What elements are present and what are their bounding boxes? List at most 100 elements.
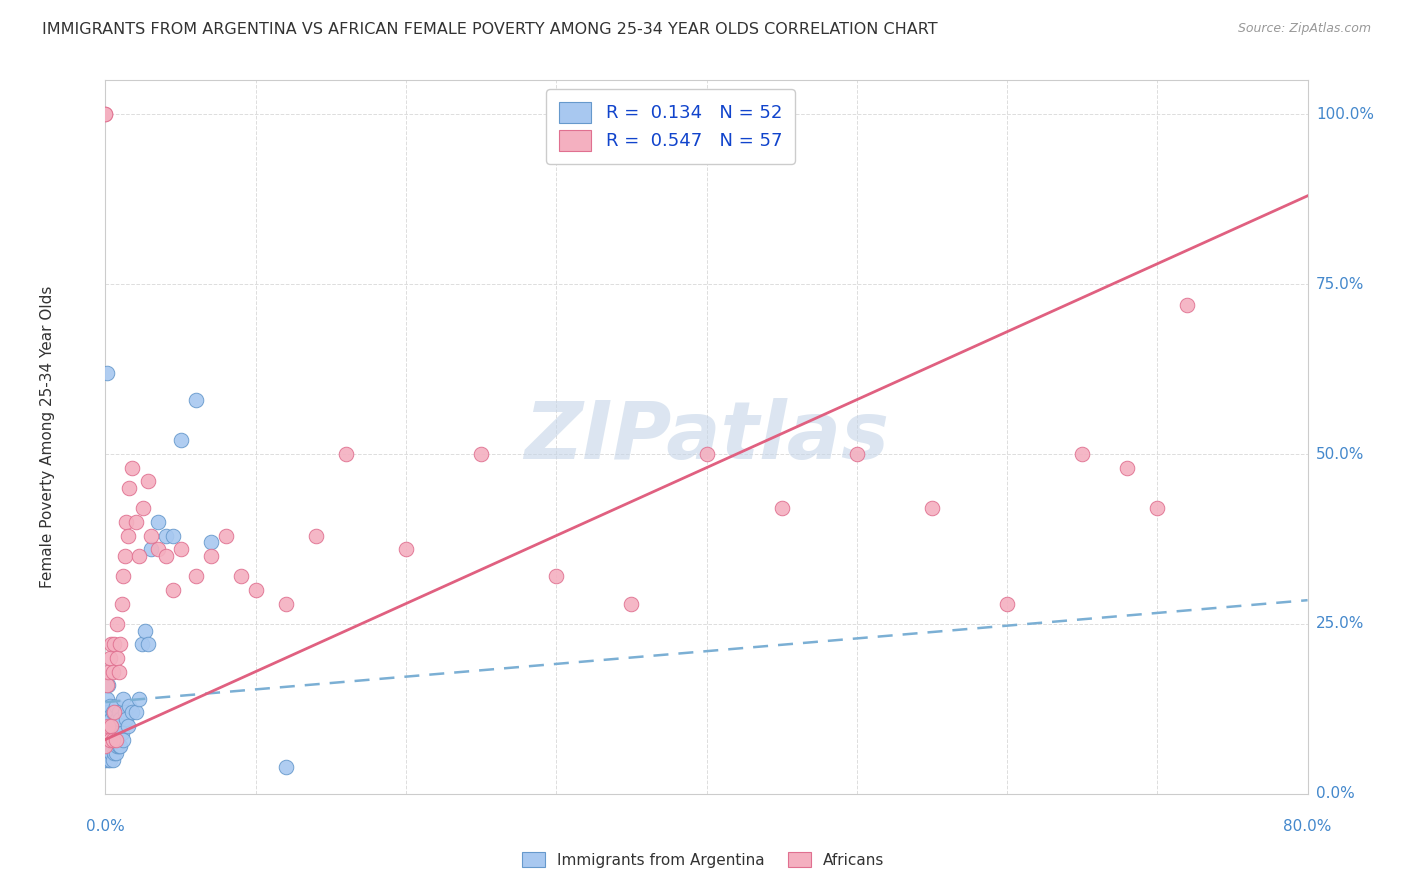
Point	[103, 725, 125, 739]
Point	[100, 637, 122, 651]
Point	[146, 542, 169, 557]
Point	[114, 549, 136, 563]
Point	[108, 665, 131, 679]
Point	[117, 528, 139, 542]
Point	[97, 706, 120, 720]
Point	[169, 542, 191, 557]
Point	[115, 515, 138, 529]
Point	[395, 542, 418, 557]
Point	[101, 706, 124, 720]
Point	[98, 651, 121, 665]
Point	[128, 549, 150, 563]
Text: IMMIGRANTS FROM ARGENTINA VS AFRICAN FEMALE POVERTY AMONG 25-34 YEAR OLDS CORREL: IMMIGRANTS FROM ARGENTINA VS AFRICAN FEM…	[42, 22, 938, 37]
Point	[104, 732, 127, 747]
Point	[94, 107, 117, 121]
Point	[101, 665, 124, 679]
Point	[1116, 460, 1139, 475]
Point	[104, 746, 127, 760]
Point	[110, 637, 132, 651]
Point	[98, 698, 121, 713]
Point	[96, 719, 118, 733]
Point	[200, 535, 222, 549]
Point	[96, 691, 118, 706]
Point	[110, 739, 132, 754]
Point	[107, 712, 129, 726]
Point	[124, 515, 146, 529]
Point	[98, 732, 121, 747]
Text: Source: ZipAtlas.com: Source: ZipAtlas.com	[1237, 22, 1371, 36]
Point	[97, 753, 120, 767]
Point	[184, 569, 207, 583]
Point	[98, 719, 121, 733]
Point	[101, 753, 124, 767]
Point	[620, 597, 643, 611]
Point	[229, 569, 252, 583]
Point	[546, 569, 568, 583]
Text: 0.0%: 0.0%	[86, 819, 125, 834]
Point	[274, 597, 297, 611]
Point	[100, 725, 122, 739]
Point	[1071, 447, 1094, 461]
Point	[110, 712, 132, 726]
Point	[214, 528, 236, 542]
Point	[155, 549, 177, 563]
Point	[169, 434, 191, 448]
Point	[94, 107, 117, 121]
Point	[115, 712, 138, 726]
Point	[136, 475, 159, 489]
Point	[100, 719, 122, 733]
Point	[94, 753, 117, 767]
Point	[97, 678, 120, 692]
Point	[121, 460, 143, 475]
Point	[770, 501, 793, 516]
Point	[118, 481, 141, 495]
Point	[245, 582, 267, 597]
Point	[136, 637, 159, 651]
Text: 100.0%: 100.0%	[1316, 107, 1374, 122]
Point	[107, 617, 129, 632]
Point	[101, 732, 124, 747]
Point	[117, 719, 139, 733]
Point	[132, 501, 155, 516]
Text: 0.0%: 0.0%	[1316, 787, 1354, 801]
Point	[107, 739, 129, 754]
Point	[96, 746, 118, 760]
Point	[1146, 501, 1168, 516]
Point	[94, 732, 117, 747]
Point	[96, 366, 118, 380]
Point	[111, 597, 134, 611]
Point	[111, 725, 134, 739]
Point	[118, 698, 141, 713]
Point	[103, 706, 125, 720]
Point	[134, 624, 156, 638]
Text: Female Poverty Among 25-34 Year Olds: Female Poverty Among 25-34 Year Olds	[41, 286, 55, 588]
Point	[128, 691, 150, 706]
Point	[112, 569, 135, 583]
Point	[103, 746, 125, 760]
Point	[97, 665, 120, 679]
Text: ZIPatlas: ZIPatlas	[524, 398, 889, 476]
Point	[162, 582, 184, 597]
Point	[104, 725, 127, 739]
Point	[94, 739, 117, 754]
Point	[139, 542, 162, 557]
Point	[155, 528, 177, 542]
Point	[97, 732, 120, 747]
Point	[335, 447, 357, 461]
Point	[162, 528, 184, 542]
Legend: R =  0.134   N = 52, R =  0.547   N = 57: R = 0.134 N = 52, R = 0.547 N = 57	[546, 89, 794, 163]
Legend: Immigrants from Argentina, Africans: Immigrants from Argentina, Africans	[515, 844, 891, 875]
Point	[107, 651, 129, 665]
Point	[696, 447, 718, 461]
Point	[305, 528, 328, 542]
Point	[98, 753, 121, 767]
Point	[96, 678, 118, 692]
Point	[101, 732, 124, 747]
Point	[104, 698, 127, 713]
Point	[100, 712, 122, 726]
Text: 25.0%: 25.0%	[1316, 616, 1364, 632]
Point	[146, 515, 169, 529]
Point	[184, 392, 207, 407]
Point	[1175, 297, 1198, 311]
Point	[108, 706, 131, 720]
